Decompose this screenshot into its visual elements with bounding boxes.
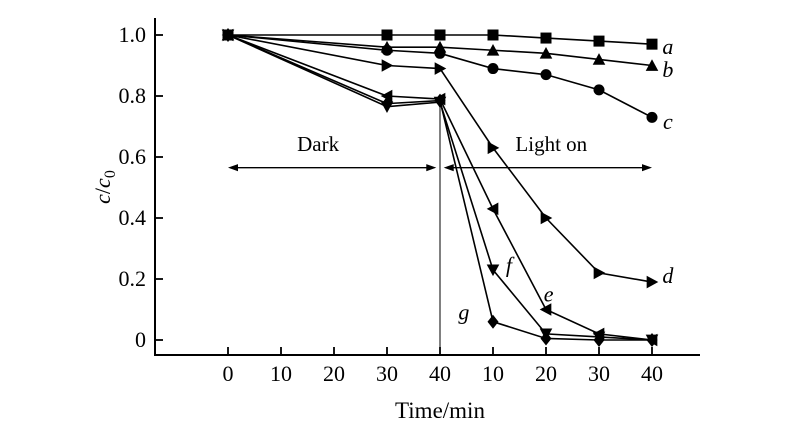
marker-triangle-up xyxy=(539,47,553,59)
x-tick-label: 20 xyxy=(323,361,345,386)
series-label-e: e xyxy=(544,281,554,306)
marker-triangle-left xyxy=(486,202,499,216)
x-axis-title: Time/min xyxy=(395,398,485,423)
y-tick-label: 1.0 xyxy=(119,22,147,47)
marker-square xyxy=(540,32,552,44)
arrowhead xyxy=(228,164,238,172)
marker-circle xyxy=(646,111,658,123)
marker-square xyxy=(434,29,446,41)
y-tick-label: 0 xyxy=(135,327,146,352)
marker-triangle-right xyxy=(593,266,606,280)
phase-annotation-light-on xyxy=(443,164,652,172)
marker-circle xyxy=(540,69,552,81)
marker-circle xyxy=(487,63,499,75)
x-tick-label: 0 xyxy=(223,361,234,386)
x-tick-label: 40 xyxy=(641,361,663,386)
series-label-c: c xyxy=(663,109,673,134)
marker-triangle-left xyxy=(380,89,393,103)
arrowhead xyxy=(642,164,652,172)
marker-square xyxy=(487,29,499,41)
marker-triangle-up xyxy=(592,53,606,65)
marker-square xyxy=(646,38,658,50)
phase-label: Light on xyxy=(515,132,587,156)
x-tick-label: 20 xyxy=(535,361,557,386)
marker-triangle-right xyxy=(381,59,394,72)
marker-square xyxy=(381,29,393,41)
series-a: a xyxy=(222,29,673,59)
x-tick-label: 10 xyxy=(270,361,292,386)
x-tick-label: 40 xyxy=(429,361,451,386)
series-label-a: a xyxy=(662,34,673,59)
marker-diamond xyxy=(222,28,234,42)
phase-label: Dark xyxy=(297,132,339,156)
x-tick-label: 30 xyxy=(376,361,398,386)
marker-triangle-down xyxy=(486,264,500,277)
marker-square xyxy=(593,35,605,47)
marker-triangle-right xyxy=(434,62,447,75)
series-g: g xyxy=(222,28,658,347)
x-tick-label: 10 xyxy=(482,361,504,386)
phase-annotation-dark xyxy=(228,164,437,172)
marker-triangle-left xyxy=(539,303,552,316)
arrowhead xyxy=(443,164,454,172)
series-label-d: d xyxy=(662,263,674,288)
marker-triangle-right xyxy=(487,141,500,155)
marker-diamond xyxy=(540,331,552,346)
marker-triangle-right xyxy=(540,211,553,225)
y-tick-label: 0.8 xyxy=(119,83,147,108)
arrowhead xyxy=(426,164,437,172)
marker-diamond xyxy=(381,96,393,111)
marker-circle xyxy=(593,84,605,96)
marker-triangle-right xyxy=(646,275,659,289)
marker-diamond xyxy=(434,93,446,108)
y-tick-label: 0.4 xyxy=(119,205,147,230)
series-c: c xyxy=(222,29,673,134)
marker-circle xyxy=(434,47,446,59)
x-tick-label: 30 xyxy=(588,361,610,386)
marker-diamond xyxy=(646,333,658,347)
y-axis-title: c/c0 xyxy=(90,170,119,204)
marker-diamond xyxy=(593,333,605,347)
axes xyxy=(154,18,700,356)
series-label-f: f xyxy=(506,252,515,277)
marker-triangle-up xyxy=(645,59,659,71)
series-d: d xyxy=(222,28,674,289)
marker-triangle-up xyxy=(486,43,500,56)
series-label-g: g xyxy=(458,300,469,325)
y-tick-label: 0.6 xyxy=(119,144,147,169)
y-tick-label: 0.2 xyxy=(119,266,147,291)
marker-diamond xyxy=(487,314,499,329)
marker-circle xyxy=(381,44,393,56)
series-label-b: b xyxy=(662,57,673,82)
